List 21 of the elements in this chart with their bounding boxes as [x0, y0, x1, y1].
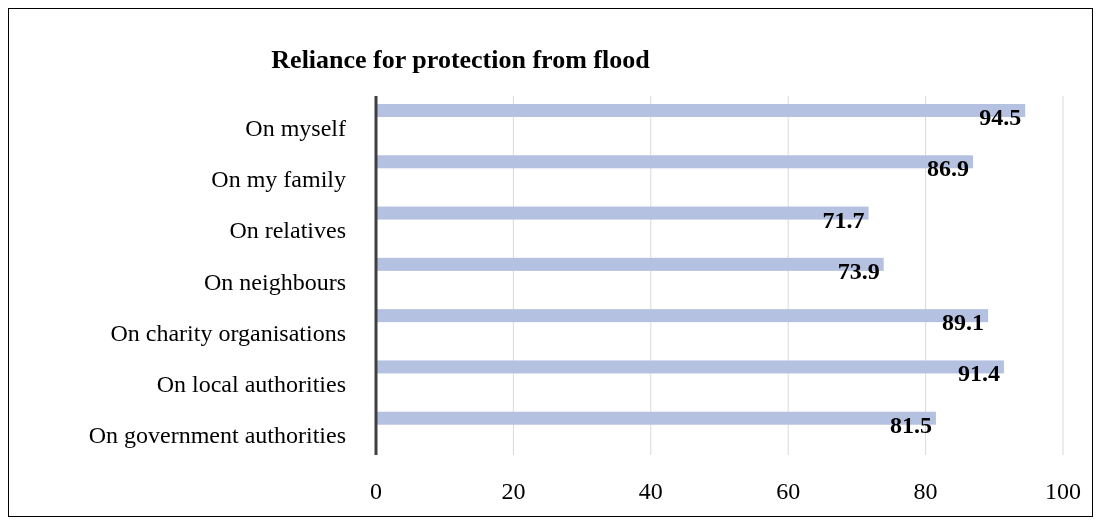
x-tick-label: 100 — [1045, 478, 1081, 504]
y-tick-label: On charity organisations — [110, 319, 346, 346]
data-label: 71.7 — [822, 206, 865, 233]
data-label: 91.4 — [957, 360, 1000, 387]
data-label: 94.5 — [979, 104, 1022, 130]
chart-title: Reliance for protection from flood — [271, 45, 651, 74]
y-tick-label: On government authorities — [88, 422, 346, 449]
y-tick-label: On my family — [211, 165, 346, 192]
y-tick-label: On myself — [245, 114, 346, 141]
data-label: 81.5 — [889, 411, 932, 438]
x-tick-label: 0 — [370, 478, 382, 504]
x-tick-label: 20 — [501, 478, 526, 504]
x-tick-label: 80 — [913, 478, 938, 504]
x-tick-label: 40 — [638, 478, 663, 504]
data-label: 86.9 — [927, 155, 969, 182]
data-label: 89.1 — [942, 309, 985, 336]
x-tick-label: 60 — [776, 478, 801, 504]
y-tick-label: On neighbours — [204, 268, 346, 295]
y-tick-label: On relatives — [229, 217, 346, 244]
y-tick-label: On local authorities — [156, 371, 346, 398]
data-label: 73.9 — [837, 257, 880, 284]
